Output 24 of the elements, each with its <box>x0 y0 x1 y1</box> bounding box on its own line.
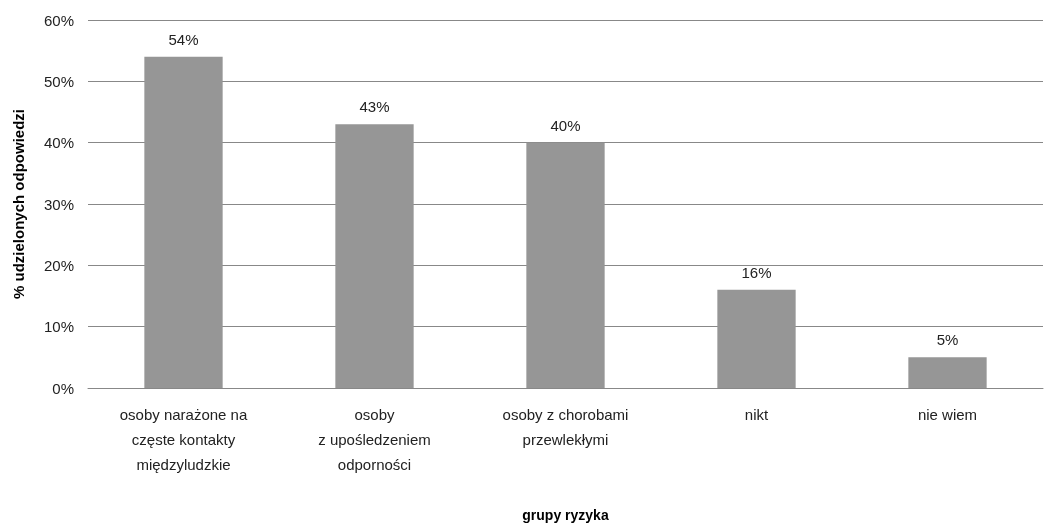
x-axis-title: grupy ryzyka <box>522 507 609 523</box>
x-tick-label: nie wiem <box>917 406 978 423</box>
y-tick-label: 50% <box>43 72 74 90</box>
x-tick-label: nikt <box>744 406 769 423</box>
data-label: 16% <box>741 263 772 281</box>
data-label: 43% <box>359 98 390 116</box>
y-tick-label: 40% <box>43 134 74 152</box>
bar <box>526 142 605 388</box>
y-tick-label: 30% <box>43 195 74 213</box>
bar <box>717 289 796 388</box>
bar <box>908 357 987 388</box>
y-tick-label: 60% <box>43 11 74 29</box>
bar <box>144 56 223 388</box>
data-label: 40% <box>550 116 581 134</box>
x-tick-label: osoby narażone na częste kontakty międzyludzkie <box>119 406 248 473</box>
data-label: 54% <box>168 30 199 48</box>
bar <box>335 124 414 388</box>
y-tick-label: 0% <box>52 379 74 397</box>
y-axis-title: % udzielonych odpowiedzi <box>10 108 27 300</box>
y-tick-label: 20% <box>43 256 74 274</box>
y-tick-label: 10% <box>43 318 74 336</box>
x-tick-label: osoby z chorobami przewlekłymi <box>502 406 629 448</box>
x-tick-label: osoby z upośledzeniem odporności <box>318 406 431 473</box>
data-label: 5% <box>936 331 959 349</box>
